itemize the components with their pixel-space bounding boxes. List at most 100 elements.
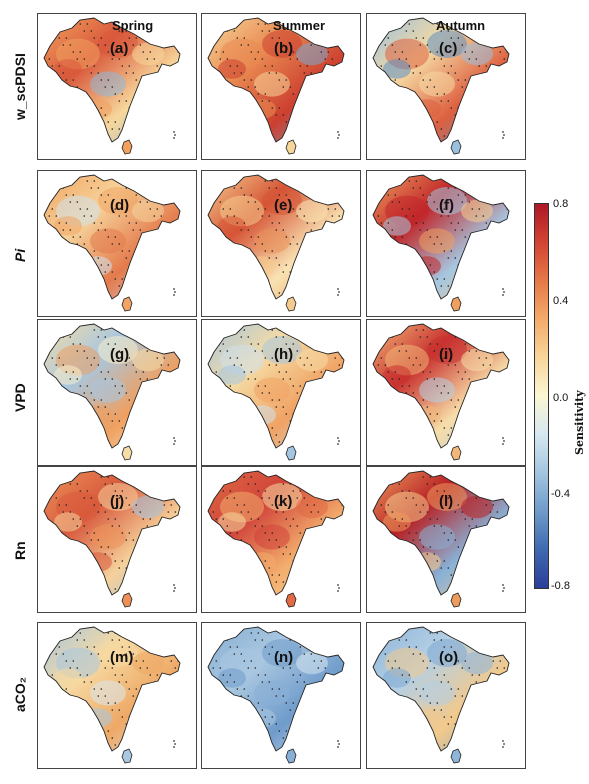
significance-dot xyxy=(48,285,51,287)
significance-dot xyxy=(306,37,309,39)
significance-dot xyxy=(405,285,408,287)
significance-dot xyxy=(447,497,450,499)
significance-dot xyxy=(83,420,86,422)
significance-dot xyxy=(398,271,401,273)
significance-dot xyxy=(163,329,166,331)
significance-dot xyxy=(433,595,435,597)
significance-dot xyxy=(257,674,260,676)
significance-dot xyxy=(114,236,117,238)
significance-dot xyxy=(384,299,386,301)
significance-dot xyxy=(461,299,463,301)
significance-dot xyxy=(506,385,509,387)
significance-dot xyxy=(257,93,260,95)
significance-dot xyxy=(345,723,347,725)
significance-dot xyxy=(310,364,313,366)
significance-dot xyxy=(247,378,250,380)
island-shape xyxy=(285,445,297,461)
significance-dot xyxy=(341,65,344,67)
significance-dot xyxy=(440,709,443,711)
significance-dot xyxy=(482,392,485,394)
significance-dot xyxy=(380,135,383,137)
country-outline xyxy=(207,323,345,449)
significance-dot xyxy=(391,553,394,555)
significance-dot xyxy=(104,44,107,46)
significance-dot xyxy=(257,560,260,562)
significance-dot xyxy=(299,716,302,718)
significance-dot xyxy=(461,511,464,513)
significance-dot xyxy=(236,504,239,506)
significance-dot xyxy=(429,660,432,662)
significance-dot xyxy=(69,336,72,338)
significance-dot xyxy=(408,744,411,746)
significance-dot xyxy=(436,560,439,562)
significance-dot xyxy=(513,490,515,492)
significance-dot xyxy=(125,681,128,683)
significance-dot xyxy=(377,364,380,366)
significance-dot xyxy=(289,350,292,352)
significance-dot xyxy=(391,695,394,697)
significance-dot xyxy=(384,142,386,144)
significance-dot xyxy=(240,142,242,144)
significance-dot xyxy=(243,546,246,548)
significance-dot xyxy=(384,364,387,366)
significance-dot xyxy=(313,688,316,690)
significance-dot xyxy=(299,560,302,562)
significance-dot xyxy=(454,511,457,513)
significance-dot xyxy=(408,357,411,359)
significance-dot xyxy=(377,187,380,189)
significance-dot xyxy=(419,336,422,338)
significance-dot xyxy=(447,723,450,725)
significance-dot xyxy=(278,574,281,576)
significance-dot xyxy=(264,180,267,182)
significance-dot xyxy=(496,667,499,669)
significance-dot xyxy=(229,427,232,429)
country-outline xyxy=(43,323,181,449)
significance-dot xyxy=(443,427,446,429)
significance-dot xyxy=(377,30,380,32)
significance-dot xyxy=(303,723,306,725)
significance-dot xyxy=(391,201,394,203)
significance-dot xyxy=(93,292,96,294)
significance-dot xyxy=(471,278,474,280)
significance-dot xyxy=(156,427,159,429)
significance-dot xyxy=(226,100,229,102)
significance-dot xyxy=(156,180,159,182)
significance-dot xyxy=(496,271,499,273)
significance-dot xyxy=(264,532,267,534)
significance-dot xyxy=(76,420,79,422)
significance-dot xyxy=(212,581,215,583)
significance-dot xyxy=(380,180,383,182)
significance-dot xyxy=(510,243,512,245)
significance-dot xyxy=(282,667,285,669)
significance-dot xyxy=(485,427,488,429)
significance-dot xyxy=(331,751,333,753)
value-patch xyxy=(218,365,246,385)
significance-dot xyxy=(306,504,309,506)
significance-dot xyxy=(118,681,121,683)
significance-dot xyxy=(163,222,166,224)
significance-dot xyxy=(100,107,103,109)
significance-dot xyxy=(478,427,481,429)
significance-dot xyxy=(174,553,177,555)
significance-dot xyxy=(485,292,488,294)
significance-dot xyxy=(69,581,72,583)
significance-dot xyxy=(503,709,506,711)
significance-dot xyxy=(160,751,162,753)
significance-dot xyxy=(268,72,271,74)
significance-dot xyxy=(55,364,58,366)
significance-dot xyxy=(387,399,390,401)
panel-label: (k) xyxy=(274,493,293,510)
significance-dot xyxy=(338,567,341,569)
significance-dot xyxy=(76,128,79,130)
significance-dot xyxy=(387,730,390,732)
significance-dot xyxy=(440,567,443,569)
significance-dot xyxy=(303,751,305,753)
significance-dot xyxy=(338,681,341,683)
significance-dot xyxy=(348,476,350,478)
significance-dot xyxy=(135,222,138,224)
significance-dot xyxy=(135,371,138,373)
significance-dot xyxy=(320,343,323,345)
significance-dot xyxy=(97,257,100,259)
significance-dot xyxy=(436,51,439,53)
significance-dot xyxy=(219,271,222,273)
